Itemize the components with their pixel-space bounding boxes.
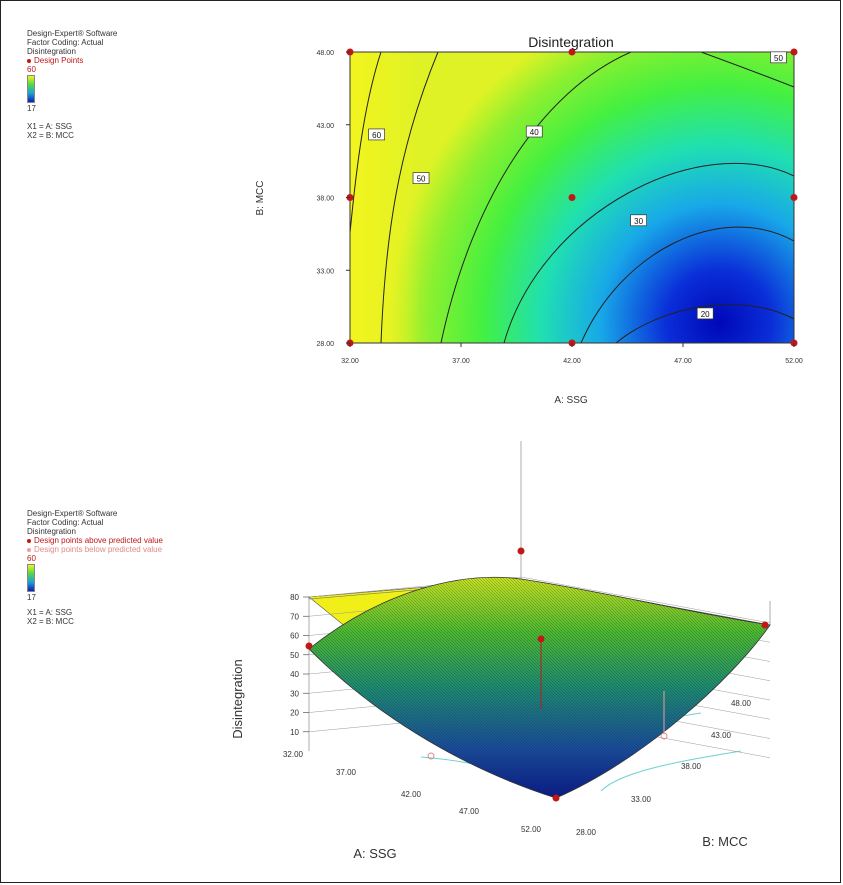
design-point <box>568 194 576 201</box>
surface-axis-ticks: 10 20 30 40 50 60 70 80 32.00 37.00 42.00 47.00 52.0… <box>283 593 752 837</box>
legend-factor-x1: X1 = A: SSG <box>27 122 73 131</box>
z-tick-label: 20 <box>290 709 299 718</box>
y-axis-label-3d: B: MCC <box>702 834 748 849</box>
contour-label-box <box>770 51 787 64</box>
contour-plot: 60 50 40 30 20 50 32.00 37.00 42.00 47.00 52.00 28… <box>255 34 803 406</box>
contour-label-box <box>412 172 430 184</box>
x-tick-label-3d: 42.00 <box>401 790 422 799</box>
y-tick-label: 33.00 <box>316 268 334 275</box>
design-points <box>346 48 798 347</box>
legend-above-label: Design points above predicted value <box>34 536 163 545</box>
design-point-below <box>427 752 435 760</box>
y-tick-label: 38.00 <box>316 196 334 203</box>
contour-label-box <box>696 307 714 320</box>
contour-label-box <box>368 128 385 141</box>
bottom-legend: Design-Expert® Software Factor Coding: A… <box>27 509 163 626</box>
legend-range-low: 17 <box>27 104 36 113</box>
contour-labels: 60 50 40 30 20 50 <box>368 51 787 320</box>
design-point-above <box>305 642 313 650</box>
x-tick-label-3d: 37.00 <box>336 768 357 777</box>
z-axis-label: Disintegration <box>230 659 245 739</box>
contour-label: 30 <box>634 217 643 226</box>
legend-design-points: Design Points <box>27 56 117 65</box>
contour-label: 20 <box>701 310 710 319</box>
below-point-marker-icon <box>27 547 31 552</box>
design-points-3d <box>305 547 769 802</box>
legend-software-line: Design-Expert® Software <box>27 29 118 38</box>
design-point-marker-icon <box>27 58 31 63</box>
contour-label: 50 <box>774 54 783 63</box>
legend-range-high: 60 <box>27 65 36 74</box>
legend-design-points-label: Design Points <box>34 56 84 65</box>
contour-label: 40 <box>530 128 539 137</box>
legend-response-line: Disintegration <box>27 47 76 56</box>
x-tick-label: 32.00 <box>341 358 359 365</box>
z-tick-label: 50 <box>290 651 299 660</box>
z-tick-label: 10 <box>290 728 299 737</box>
legend-range-high: 60 <box>27 554 36 563</box>
design-point <box>790 194 798 201</box>
surface-mesh <box>309 577 770 798</box>
contour-field <box>350 52 794 343</box>
legend-color-bar <box>27 564 35 592</box>
x-tick-label: 37.00 <box>452 358 470 365</box>
x-tick-label-3d: 47.00 <box>459 807 480 816</box>
z-tick-label: 40 <box>290 670 299 679</box>
legend-factor-x2: X2 = B: MCC <box>27 131 74 140</box>
design-point <box>790 48 798 56</box>
z-tick-label: 30 <box>290 689 299 698</box>
design-point-above <box>761 621 769 629</box>
contour-label: 50 <box>417 175 426 184</box>
chart-title: Disintegration <box>528 34 614 50</box>
z-tick-label: 60 <box>290 632 299 641</box>
x-tick-label-3d: 32.00 <box>283 750 304 759</box>
x-axis-label-3d: A: SSG <box>353 846 396 861</box>
z-tick-label: 80 <box>290 593 299 602</box>
x-tick-label: 42.00 <box>563 358 581 365</box>
legend-range-low: 17 <box>27 593 36 602</box>
y-tick-label: 43.00 <box>316 123 334 130</box>
legend-above-points: Design points above predicted value <box>27 536 163 545</box>
y-tick-label: 28.00 <box>316 341 334 348</box>
x-axis-label: A: SSG <box>554 395 588 406</box>
y-axis-label: B: MCC <box>255 181 266 216</box>
legend-below-label: Design points below predicted value <box>34 545 163 554</box>
legend-coding-line: Factor Coding: Actual <box>27 518 104 527</box>
back-grid-line <box>308 576 771 624</box>
design-point-below <box>660 732 668 740</box>
x-tick-label: 47.00 <box>674 358 692 365</box>
y-tick-label-3d: 28.00 <box>576 828 597 837</box>
top-legend: Design-Expert® Software Factor Coding: A… <box>27 29 117 140</box>
legend-factor-x2: X2 = B: MCC <box>27 617 74 626</box>
y-tick-label: 48.00 <box>316 50 334 57</box>
contour-label-box <box>630 214 647 227</box>
legend-coding-line: Factor Coding: Actual <box>27 38 104 47</box>
z-tick-label: 70 <box>290 612 299 621</box>
x-tick-label: 52.00 <box>785 358 803 365</box>
legend-below-points: Design points below predicted value <box>27 545 163 554</box>
design-point-above <box>552 794 560 802</box>
y-tick-label-3d: 38.00 <box>681 762 702 771</box>
legend-color-bar <box>27 75 35 103</box>
legend-factor-x1: X1 = A: SSG <box>27 608 73 617</box>
contour-label-box <box>525 125 543 138</box>
surface-plot: 10 20 30 40 50 60 70 80 32.00 37.00 42.00 47.00 52.0… <box>230 441 771 861</box>
axis-ticks: 32.00 37.00 42.00 47.00 52.00 28.00 33.00 38.00… <box>316 50 802 365</box>
design-point-above <box>517 547 525 555</box>
y-tick-label-3d: 48.00 <box>731 699 752 708</box>
legend-response-line: Disintegration <box>27 527 76 536</box>
x-tick-label-3d: 52.00 <box>521 825 542 834</box>
above-point-marker-icon <box>27 538 31 543</box>
y-tick-label-3d: 33.00 <box>631 795 652 804</box>
y-tick-label-3d: 43.00 <box>711 731 732 740</box>
legend-software-line: Design-Expert® Software <box>27 509 118 518</box>
contour-label: 60 <box>372 131 381 140</box>
design-point-above <box>537 635 545 643</box>
design-point <box>568 48 576 56</box>
